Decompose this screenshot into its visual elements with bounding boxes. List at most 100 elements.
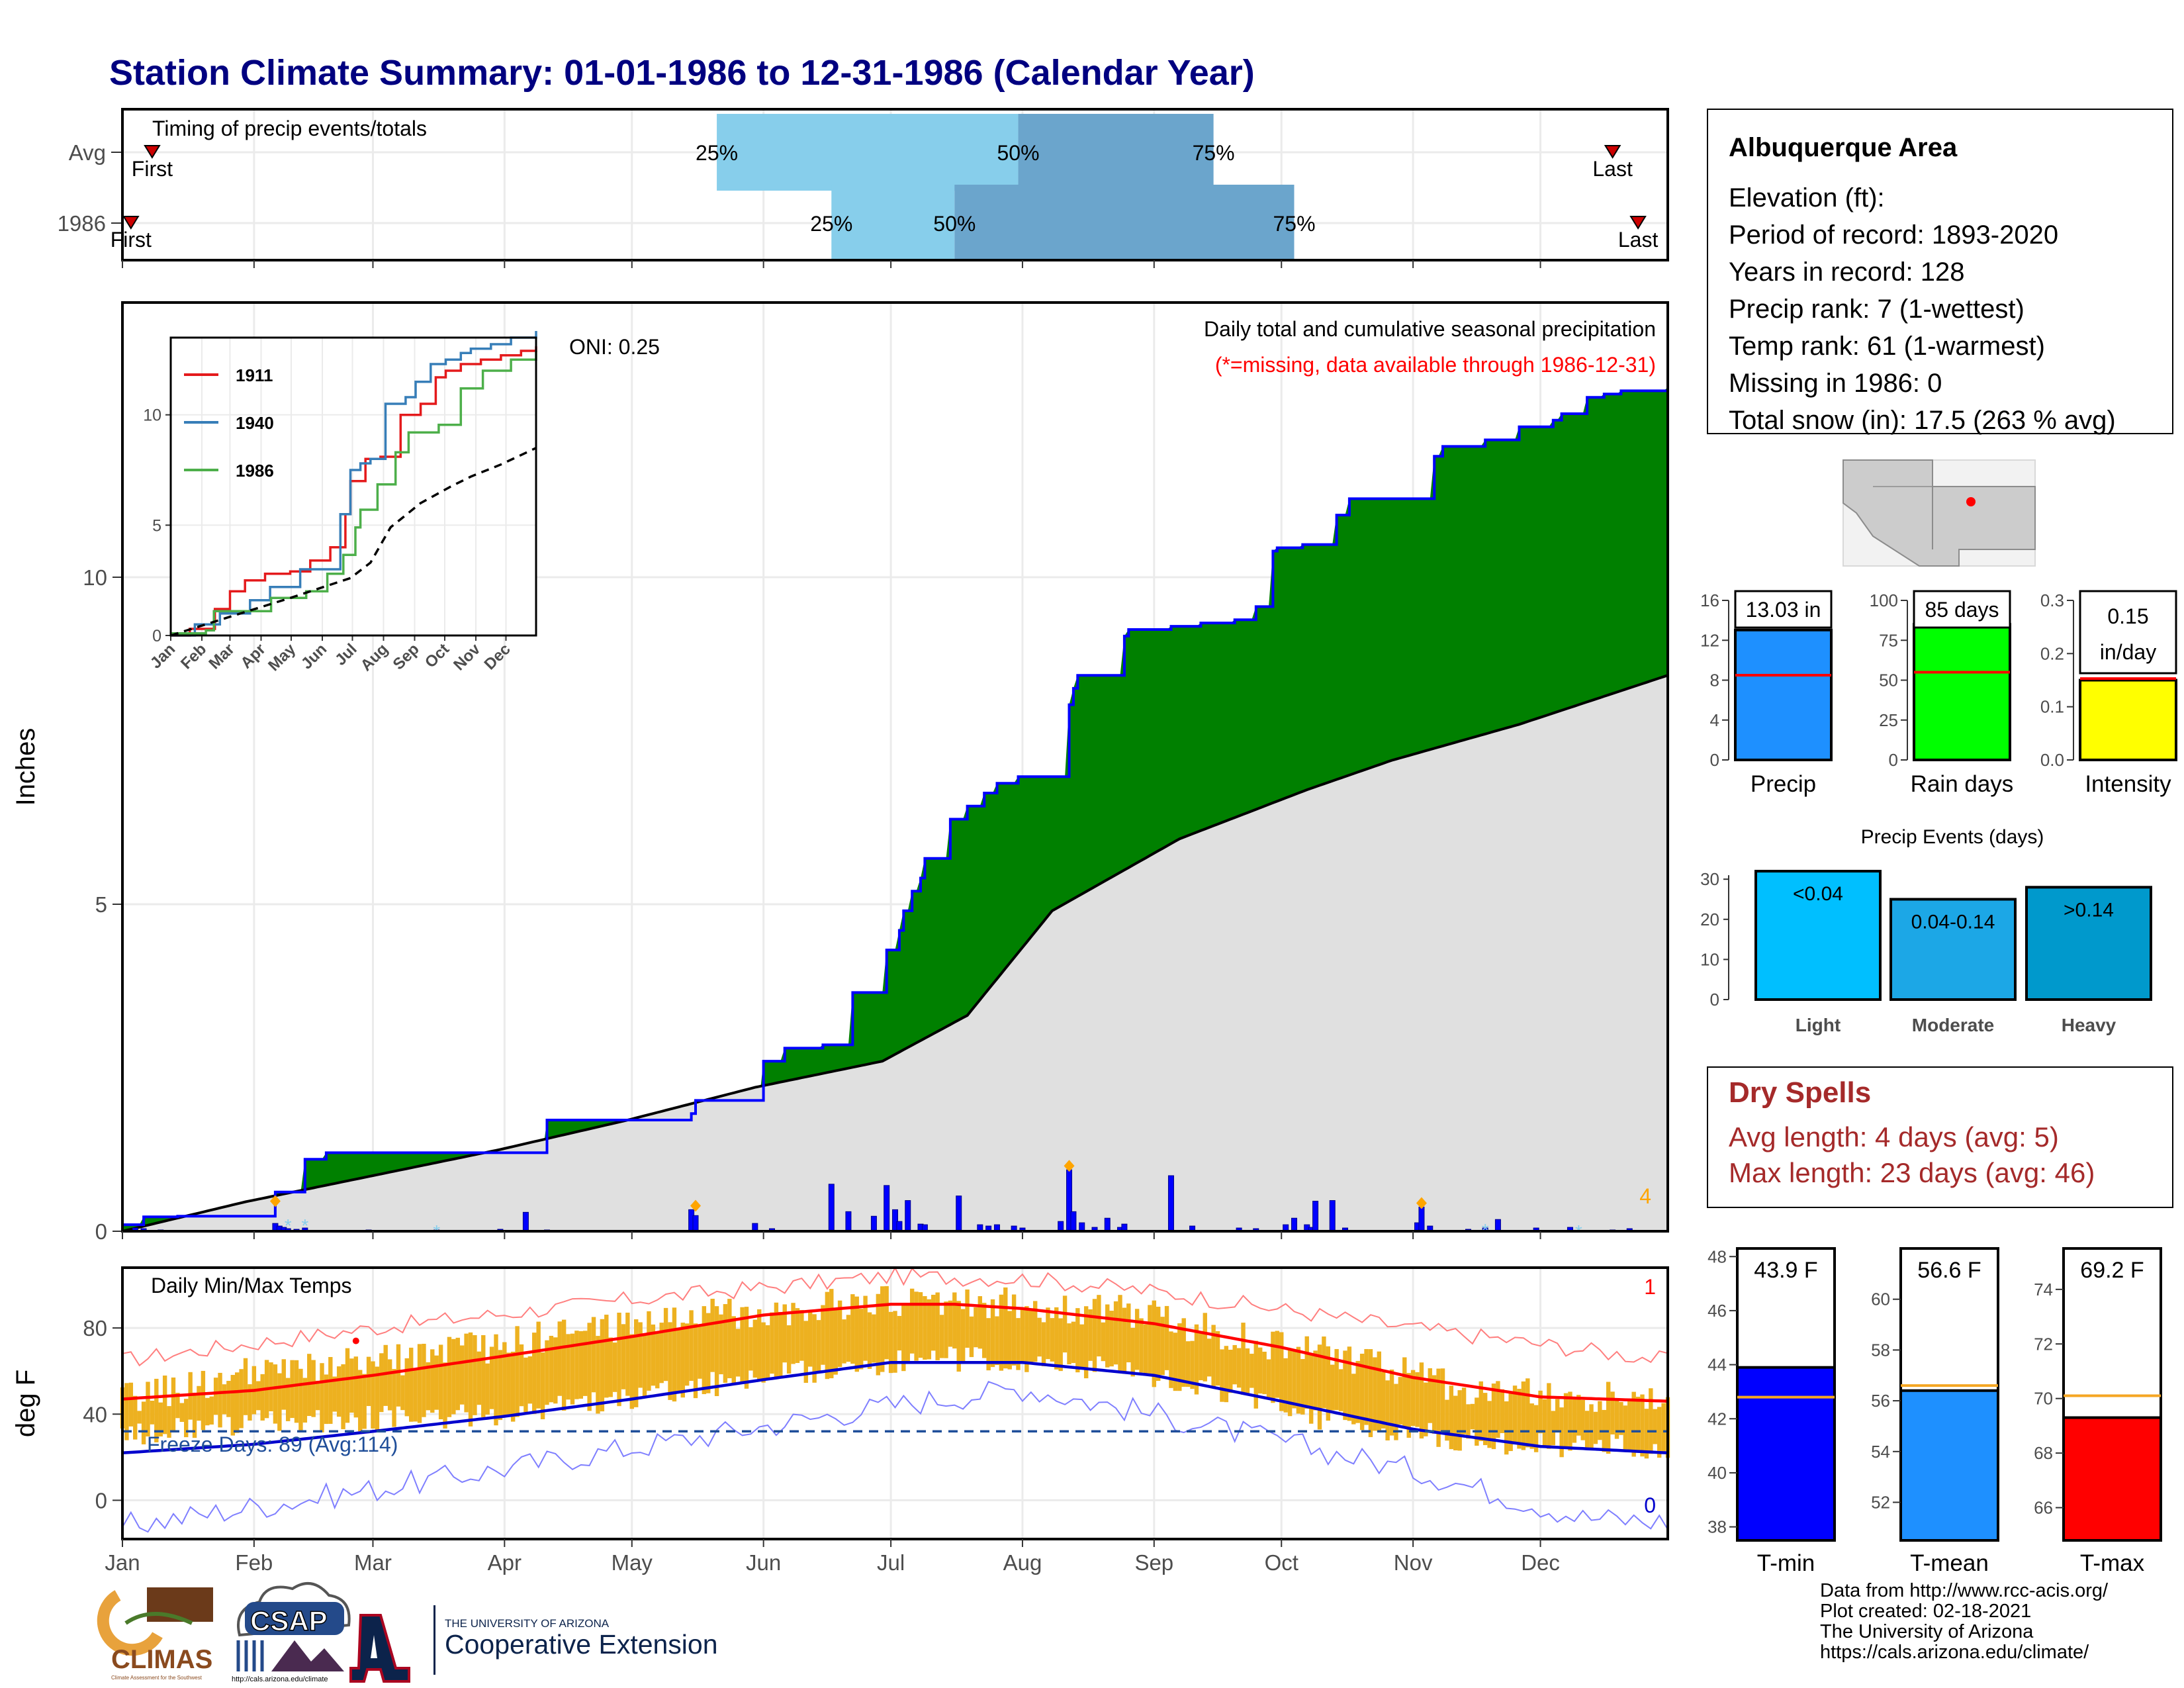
daily-temp-bar — [1199, 1331, 1203, 1381]
daily-temp-bar — [782, 1304, 787, 1363]
temp-bar-ytick-label: 48 — [1707, 1246, 1727, 1266]
event-bar-label: <0.04 — [1793, 883, 1843, 905]
daily-temp-bar — [570, 1333, 575, 1405]
daily-temp-bar — [1491, 1383, 1496, 1450]
daily-temp-bar — [1381, 1372, 1386, 1429]
daily-temp-bar — [1584, 1411, 1590, 1449]
summary-ytick-label: 0.2 — [2040, 643, 2064, 663]
temp-ytick-label: 0 — [95, 1488, 107, 1513]
daily-temp-bar — [506, 1352, 511, 1416]
precip-header: Daily total and cumulative seasonal prec… — [1204, 317, 1656, 341]
daily-temp-bar — [523, 1357, 528, 1413]
daily-temp-bar — [676, 1330, 681, 1391]
daily-precip-bar — [828, 1184, 835, 1232]
inset-ytick-label: 10 — [143, 406, 161, 425]
daily-precip-bar — [870, 1215, 877, 1232]
daily-temp-bar — [175, 1393, 180, 1419]
daily-temp-bar — [1105, 1304, 1110, 1368]
month-label: Apr — [488, 1550, 522, 1575]
summary-bar-1 — [1913, 623, 2011, 762]
daily-temp-bar — [1529, 1403, 1534, 1449]
daily-temp-bar — [651, 1324, 656, 1386]
daily-temp-bar — [1512, 1385, 1518, 1445]
daily-temp-bar — [464, 1333, 469, 1413]
daily-temp-bar — [489, 1346, 494, 1409]
daily-temp-bar — [974, 1307, 978, 1348]
daily-temp-bar — [328, 1356, 333, 1424]
timing-p25-label: 25% — [696, 141, 738, 165]
daily-precip-bar — [896, 1221, 903, 1232]
daily-temp-bar — [774, 1302, 779, 1378]
event-bar-label: 0.04-0.14 — [1911, 911, 1995, 933]
daily-temp-bar — [693, 1323, 698, 1399]
timing-bar-50-75 — [954, 185, 1295, 261]
daily-temp-bar — [167, 1406, 171, 1438]
summary-ytick-label: 25 — [1879, 710, 1898, 730]
month-label: May — [612, 1550, 653, 1575]
daily-temp-bar — [1479, 1381, 1483, 1441]
timing-bar-25-50 — [831, 185, 955, 261]
daily-temp-bar — [1640, 1394, 1645, 1457]
station-info-line: Elevation (ft): — [1729, 183, 1885, 212]
ua-top-line: THE UNIVERSITY OF ARIZONA — [445, 1617, 610, 1630]
temp-bar-ytick-label: 66 — [2034, 1498, 2053, 1518]
temp-bar-name: T-max — [2080, 1550, 2145, 1576]
daily-temp-bar — [1071, 1321, 1076, 1364]
daily-record-marker — [269, 1195, 281, 1207]
summary-ytick-label: 8 — [1710, 671, 1719, 690]
dry-spells-title: Dry Spells — [1729, 1076, 1871, 1109]
daily-temp-bar — [944, 1301, 948, 1358]
daily-temp-bar — [1445, 1399, 1449, 1441]
daily-temp-bar — [349, 1358, 354, 1413]
daily-temp-bar — [642, 1333, 647, 1397]
daily-temp-bar — [459, 1345, 465, 1405]
summary-value-box — [1734, 590, 1833, 629]
daily-temp-bar — [1185, 1341, 1191, 1387]
daily-temp-bar — [1054, 1307, 1059, 1370]
logos: CLIMAS Climate Assessment for the Southw… — [97, 1582, 718, 1683]
daily-temp-bar — [1028, 1310, 1033, 1364]
daily-temp-bar — [1347, 1346, 1352, 1421]
inset-ytick-label: 5 — [152, 516, 161, 535]
daily-temp-bar — [409, 1347, 414, 1422]
daily-temp-bar — [1644, 1409, 1649, 1459]
daily-temp-bar — [375, 1366, 380, 1431]
daily-temp-bar — [1432, 1375, 1437, 1434]
footer-line: Data from http://www.rcc-acis.org/ — [1820, 1580, 2109, 1601]
daily-temp-bar — [1517, 1389, 1522, 1449]
summary-ytick-label: 0 — [1710, 750, 1719, 770]
daily-temp-bar — [1283, 1358, 1288, 1413]
precip-events-panel: Precip Events (days) 0 10 20 30 <0.04 Light 0.0… — [1700, 826, 2152, 1035]
daily-temp-bar — [515, 1326, 520, 1417]
summary-bars: 0 4 8 12 16 13.03 in Precip 0 25 50 75 100 85 days Ra… — [1700, 590, 2177, 797]
daily-temp-bar — [557, 1321, 562, 1396]
temp-title: Daily Min/Max Temps — [151, 1274, 351, 1297]
university-of-arizona-logo: THE UNIVERSITY OF ARIZONA Cooperative Ex… — [349, 1605, 718, 1683]
daily-temp-bar — [858, 1309, 864, 1370]
summary-ytick-label: 0.1 — [2040, 697, 2064, 717]
record-high-marker — [352, 1337, 359, 1344]
daily-temp-bar — [1470, 1403, 1475, 1430]
daily-temp-bar — [124, 1383, 129, 1440]
daily-temp-bar — [336, 1366, 341, 1417]
daily-temp-bar — [434, 1355, 439, 1410]
daily-temp-bar — [477, 1351, 482, 1405]
daily-temp-bar — [1250, 1354, 1254, 1388]
daily-precip-bar — [1058, 1221, 1064, 1232]
csap-url: http://cals.arizona.edu/climate — [232, 1675, 328, 1683]
daily-temp-bar — [1394, 1383, 1398, 1440]
daily-temp-bar — [1525, 1378, 1530, 1448]
month-label: Aug — [1003, 1550, 1042, 1575]
daily-temp-bar — [133, 1395, 138, 1440]
summary-value-label: 85 days — [1925, 598, 1999, 622]
daily-temp-bar — [1156, 1306, 1161, 1382]
first-marker — [144, 145, 161, 159]
daily-temp-bar — [621, 1324, 626, 1389]
daily-precip-bar — [1291, 1217, 1297, 1232]
daily-precip-bar — [845, 1211, 852, 1232]
daily-temp-bar — [749, 1327, 753, 1371]
daily-temp-bar — [863, 1295, 868, 1361]
daily-temp-bar — [302, 1378, 308, 1423]
temp-bar-name: T-min — [1757, 1550, 1815, 1576]
daily-temp-bar — [1657, 1407, 1662, 1458]
